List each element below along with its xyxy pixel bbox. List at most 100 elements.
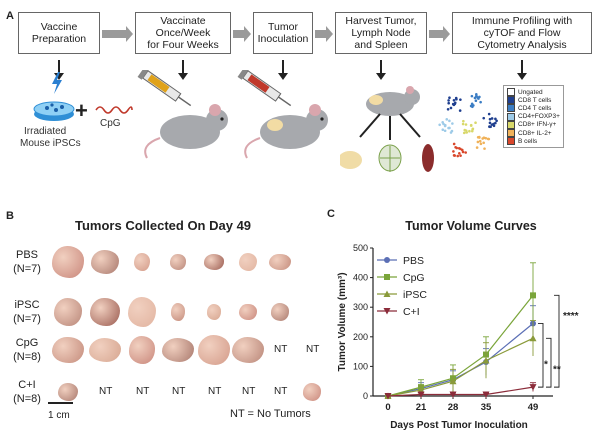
tsne-point [472, 104, 475, 107]
tsne-point [464, 123, 468, 126]
x-tick-label: 28 [448, 402, 459, 413]
step-4-line-3: and Spleen [354, 39, 408, 51]
data-point [449, 377, 457, 385]
tsne-point [462, 131, 466, 135]
data-point [384, 393, 392, 400]
y-tick-label: 200 [353, 332, 368, 342]
tsne-point [494, 121, 497, 125]
legend-marker [384, 274, 390, 280]
tumor-specimen [170, 254, 186, 270]
tsne-point [450, 129, 454, 133]
tsne-point [446, 108, 450, 111]
cells-label-line-1: Irradiated [24, 126, 67, 137]
x-tick-label: 21 [416, 402, 427, 413]
tsne-point [482, 141, 485, 145]
cells-label-line-2: Mouse iPSCs [20, 138, 81, 149]
tumor-specimen [231, 336, 265, 364]
tumor-specimen [170, 302, 186, 322]
nt-label: NT [274, 386, 288, 397]
y-tick-label: 100 [353, 361, 368, 371]
data-point [449, 391, 457, 399]
panel-a-letter: A [6, 10, 14, 22]
y-tick-label: 0 [363, 391, 368, 401]
legend-swatch [507, 96, 515, 105]
tumor-row-label: PBS (N=7) [2, 248, 52, 276]
legend-swatch [507, 112, 515, 121]
plus-sign: + [75, 98, 88, 123]
significance-label: * [544, 359, 548, 370]
x-axis-label: Days Post Tumor Inoculation [390, 420, 528, 431]
series-line-pbs [387, 323, 534, 397]
step-3-line-2: Inoculation [257, 33, 309, 45]
legend-item: CD8+ IL-2+ [507, 129, 560, 138]
tumor-specimen [90, 297, 120, 327]
tsne-point [443, 129, 447, 133]
tsne-point [495, 119, 498, 123]
tsne-point [478, 139, 482, 143]
legend-item: B cells [507, 137, 560, 146]
data-point [482, 356, 490, 364]
significance-bracket [546, 337, 552, 388]
tsne-point [477, 97, 480, 100]
cpg-label: CpG [100, 118, 121, 129]
tumor-row-label-line: (N=7) [13, 263, 41, 275]
tsne-point [459, 154, 462, 157]
tsne-point [449, 106, 453, 110]
vaccinated-mouse-illustration [135, 66, 235, 165]
tsne-point [461, 150, 465, 154]
cpg-strand-icon [95, 103, 133, 121]
down-arrow-3 [278, 60, 288, 80]
legend-label: PBS [403, 255, 424, 267]
legend-label: iPSC [403, 289, 427, 301]
tumor-specimen [52, 336, 84, 364]
tsne-point [481, 137, 484, 140]
significance-label: ** [553, 365, 561, 376]
tumor-specimen [52, 246, 84, 278]
legend-label: CD8+ IL-2+ [518, 129, 552, 137]
step-1-line-1: Vaccine [40, 21, 78, 33]
tsne-point [490, 117, 494, 120]
tumor-row-label: C+I (N=8) [2, 378, 52, 406]
nt-label: NT [274, 344, 288, 355]
tumor-specimen [239, 303, 257, 321]
tsne-point [488, 125, 491, 129]
significance-bracket [554, 294, 560, 388]
legend-item: CD4 T cells [507, 104, 560, 113]
legend-item: Ungated [507, 88, 560, 97]
harvest-illustration [338, 82, 440, 187]
tsne-point [464, 129, 468, 132]
panel-b-title: Tumors Collected On Day 49 [75, 218, 252, 233]
tsne-point [488, 117, 492, 121]
nt-label: NT [172, 386, 186, 397]
tumor-specimen [203, 254, 225, 270]
tsne-point [482, 116, 486, 120]
down-arrow-1 [54, 60, 64, 80]
tsne-point [484, 136, 488, 140]
tsne-point [438, 123, 441, 127]
tumor-row-label-line: iPSC [14, 299, 40, 311]
down-arrow-5 [517, 60, 527, 80]
tsne-point [471, 127, 475, 131]
legend-swatch [507, 129, 515, 138]
legend-item: CD8 T cells [507, 96, 560, 105]
tumor-row-label-line: C+I [18, 379, 36, 391]
nt-label: NT [99, 386, 113, 397]
y-tick-label: 400 [353, 273, 368, 283]
tsne-point [494, 117, 497, 121]
tsne-point [483, 147, 486, 150]
tumor-specimen [302, 383, 322, 401]
tsne-point [474, 99, 478, 103]
legend-item: CD8+ IFN-γ+ [507, 120, 560, 129]
tsne-point [468, 129, 471, 133]
tumor-specimen [127, 296, 157, 328]
tumor-row-label-line: (N=8) [13, 351, 41, 363]
legend-marker [384, 257, 390, 263]
tsne-point [442, 122, 445, 126]
tsne-point [469, 104, 473, 108]
tumor-row-label-line: (N=8) [13, 393, 41, 405]
tumor-specimen [53, 298, 83, 326]
tumor-row-label: CpG (N=8) [2, 336, 52, 364]
step-5-line-2: cyTOF and Flow [483, 27, 561, 39]
tumor-specimen [57, 382, 79, 402]
legend-marker [383, 308, 391, 315]
